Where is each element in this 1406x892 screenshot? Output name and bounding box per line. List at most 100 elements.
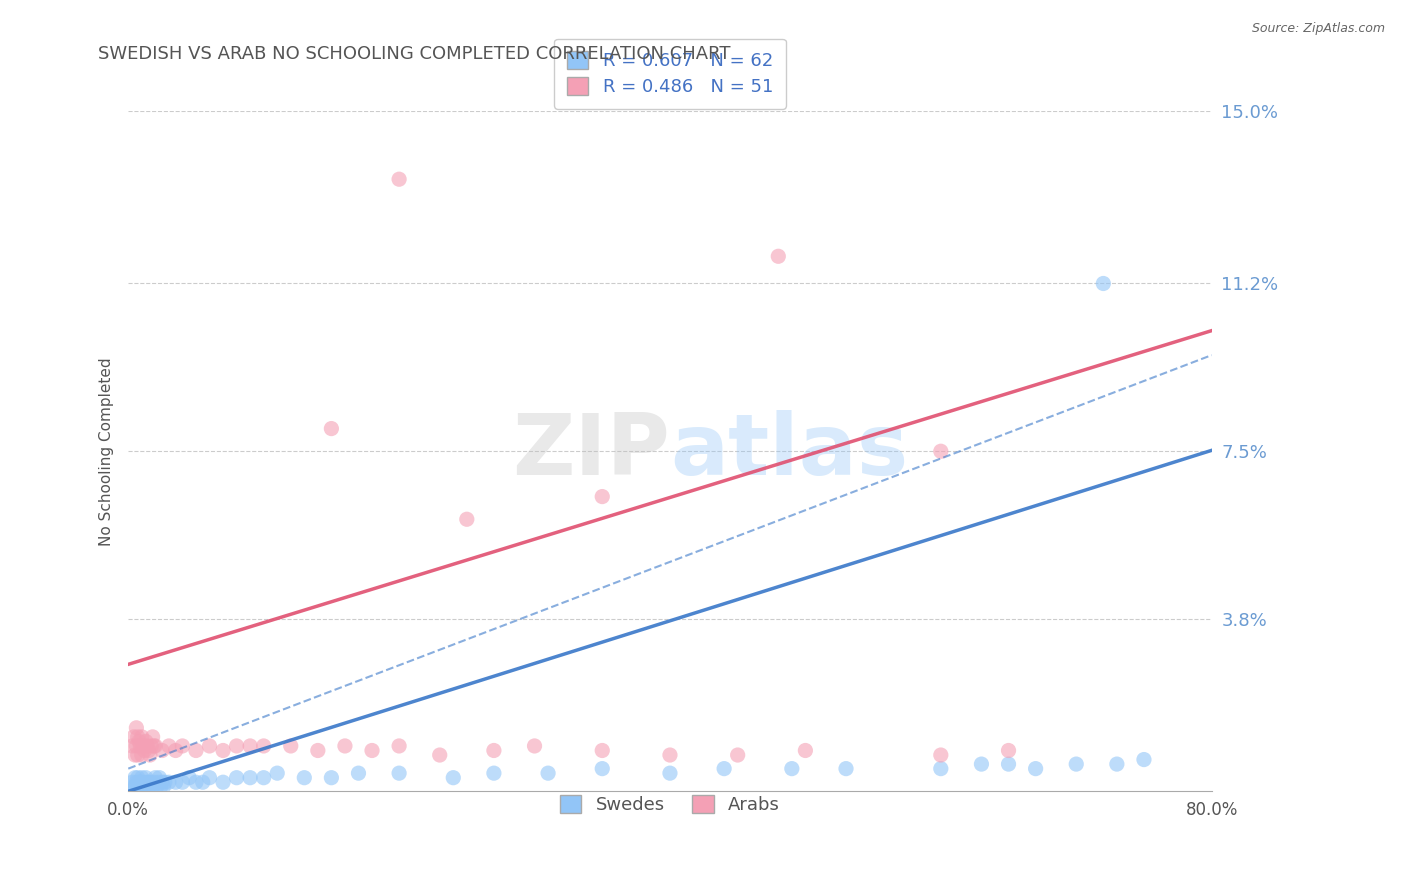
Point: [142, 780, 165, 794]
Point: [129, 775, 152, 789]
Legend: Swedes, Arabs: Swedes, Arabs: [551, 786, 789, 823]
Point: [143, 739, 166, 753]
Point: [780, 762, 803, 776]
Point: [239, 739, 262, 753]
Point: [198, 739, 221, 753]
Point: [225, 771, 247, 785]
Point: [253, 739, 276, 753]
Point: [135, 734, 157, 748]
Point: [591, 762, 613, 776]
Point: [141, 739, 163, 753]
Point: [835, 762, 858, 776]
Point: [136, 775, 159, 789]
Point: [727, 747, 749, 762]
Point: [239, 771, 262, 785]
Point: [146, 775, 169, 789]
Point: [165, 775, 187, 789]
Point: [794, 743, 817, 757]
Point: [138, 743, 160, 757]
Point: [125, 739, 148, 753]
Point: [591, 743, 613, 757]
Point: [292, 771, 315, 785]
Point: [713, 762, 735, 776]
Point: [121, 739, 143, 753]
Point: [150, 775, 173, 789]
Point: [929, 747, 952, 762]
Point: [523, 739, 546, 753]
Point: [122, 730, 145, 744]
Point: [184, 743, 207, 757]
Point: [127, 771, 149, 785]
Point: [307, 743, 329, 757]
Point: [124, 771, 146, 785]
Point: [198, 771, 221, 785]
Point: [127, 780, 149, 794]
Point: [132, 739, 155, 753]
Point: [659, 747, 682, 762]
Point: [124, 747, 146, 762]
Point: [212, 775, 235, 789]
Point: [125, 775, 148, 789]
Point: [125, 721, 148, 735]
Point: [124, 780, 146, 794]
Y-axis label: No Schooling Completed: No Schooling Completed: [100, 357, 114, 546]
Point: [145, 780, 167, 794]
Point: [134, 780, 156, 794]
Point: [128, 780, 150, 794]
Point: [659, 766, 682, 780]
Point: [139, 747, 162, 762]
Point: [225, 739, 247, 753]
Point: [266, 766, 288, 780]
Point: [321, 421, 343, 435]
Point: [150, 743, 173, 757]
Point: [139, 780, 162, 794]
Point: [253, 771, 276, 785]
Point: [768, 249, 790, 263]
Point: [456, 512, 478, 526]
Point: [131, 771, 153, 785]
Point: [143, 775, 166, 789]
Point: [122, 780, 145, 794]
Point: [127, 730, 149, 744]
Point: [134, 743, 156, 757]
Point: [143, 771, 166, 785]
Point: [997, 743, 1019, 757]
Point: [347, 766, 370, 780]
Point: [128, 775, 150, 789]
Point: [1133, 753, 1156, 767]
Text: Source: ZipAtlas.com: Source: ZipAtlas.com: [1251, 22, 1385, 36]
Point: [441, 771, 464, 785]
Point: [132, 775, 155, 789]
Point: [970, 757, 993, 772]
Point: [482, 766, 505, 780]
Point: [142, 730, 165, 744]
Point: [537, 766, 560, 780]
Point: [1092, 277, 1115, 291]
Point: [321, 771, 343, 785]
Point: [165, 743, 187, 757]
Point: [138, 780, 160, 794]
Point: [148, 771, 170, 785]
Point: [135, 771, 157, 785]
Point: [172, 775, 194, 789]
Point: [997, 757, 1019, 772]
Point: [184, 775, 207, 789]
Text: SWEDISH VS ARAB NO SCHOOLING COMPLETED CORRELATION CHART: SWEDISH VS ARAB NO SCHOOLING COMPLETED C…: [98, 45, 731, 62]
Point: [138, 775, 160, 789]
Point: [131, 780, 153, 794]
Point: [129, 739, 152, 753]
Point: [157, 775, 180, 789]
Point: [212, 743, 235, 757]
Point: [143, 739, 166, 753]
Point: [388, 172, 411, 186]
Point: [191, 775, 214, 789]
Point: [429, 747, 451, 762]
Point: [121, 775, 143, 789]
Point: [929, 762, 952, 776]
Point: [388, 739, 411, 753]
Point: [361, 743, 384, 757]
Point: [591, 490, 613, 504]
Point: [1025, 762, 1047, 776]
Point: [482, 743, 505, 757]
Point: [172, 739, 194, 753]
